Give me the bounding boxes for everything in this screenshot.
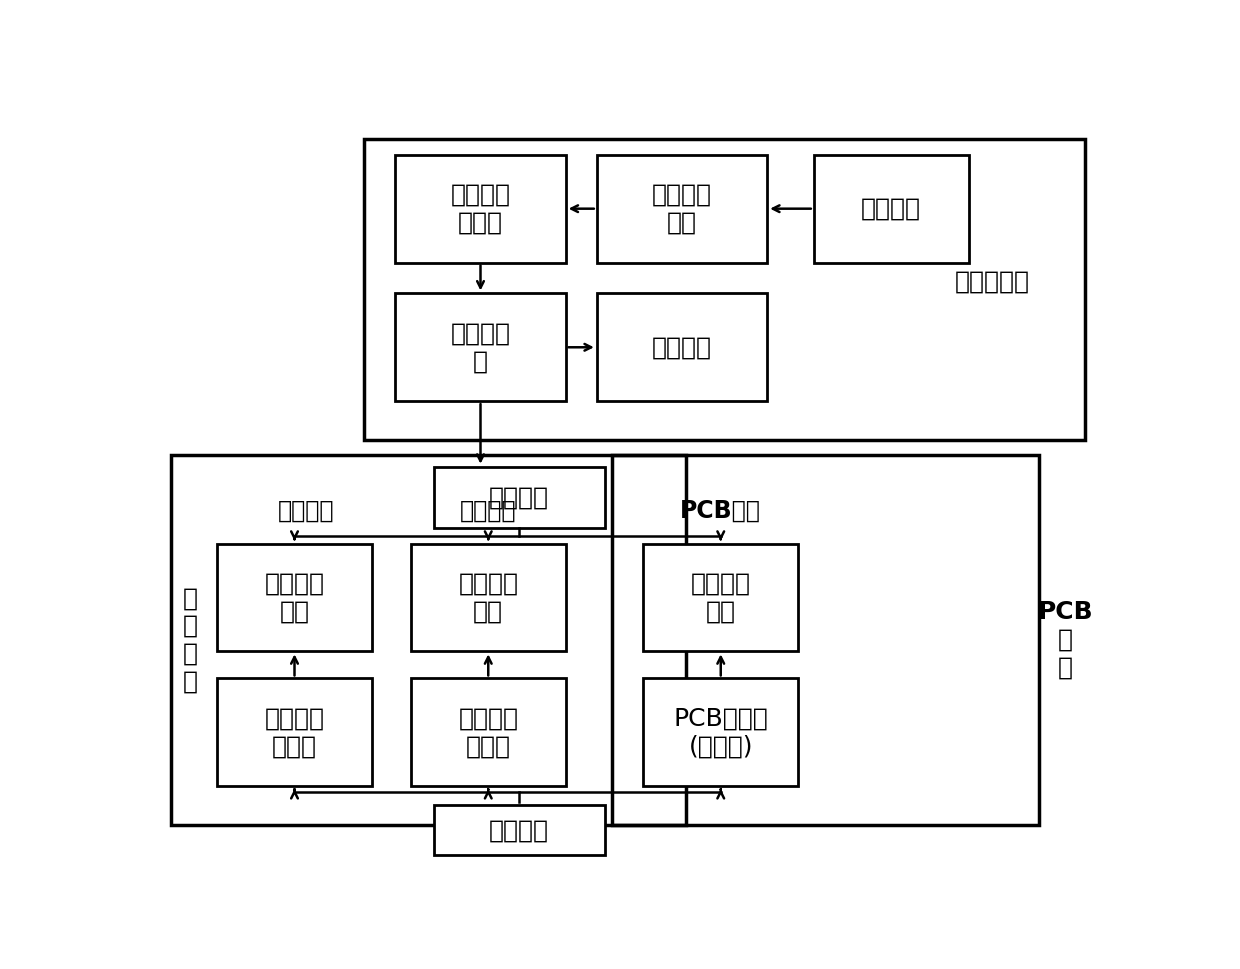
Text: 建库软件: 建库软件 [862,197,921,221]
Bar [613,455,1039,825]
Bar [644,678,799,786]
Text: PCB
部
分: PCB 部 分 [1038,600,1094,679]
Text: PCB符号库
(封装库): PCB符号库 (封装库) [673,706,768,758]
Bar [365,140,1085,440]
Bar [813,155,968,263]
Text: 后处理程
序: 后处理程 序 [450,322,511,373]
Text: 仿
真
部
分: 仿 真 部 分 [182,586,197,694]
Text: 原理图元
器件: 原理图元 器件 [652,183,712,234]
Text: 模拟电路: 模拟电路 [278,498,335,522]
Text: 连接网表: 连接网表 [490,485,549,510]
Text: 布局布线
软件: 布局布线 软件 [691,572,750,623]
Text: PCB布线: PCB布线 [681,498,761,522]
Bar [217,544,372,651]
Text: 建库软件: 建库软件 [490,819,549,842]
Text: 器件模型
参数库: 器件模型 参数库 [264,706,325,758]
Text: 报表生成: 报表生成 [652,335,712,359]
Text: 电路图绘
制软件: 电路图绘 制软件 [450,183,511,234]
Text: 电路模拟
软件: 电路模拟 软件 [264,572,325,623]
Bar [410,678,565,786]
Text: 逻辑模拟
软件: 逻辑模拟 软件 [459,572,518,623]
Bar [396,294,565,401]
Bar [596,155,768,263]
Bar [396,155,565,263]
Bar [171,455,686,825]
Text: 数字电路: 数字电路 [460,498,517,522]
Bar [217,678,372,786]
Bar [596,294,768,401]
Bar [410,544,565,651]
Bar [644,544,799,651]
Bar [434,805,605,856]
Text: 模型单元
特性库: 模型单元 特性库 [459,706,518,758]
Text: 原理图部分: 原理图部分 [955,269,1029,294]
Bar [434,467,605,528]
